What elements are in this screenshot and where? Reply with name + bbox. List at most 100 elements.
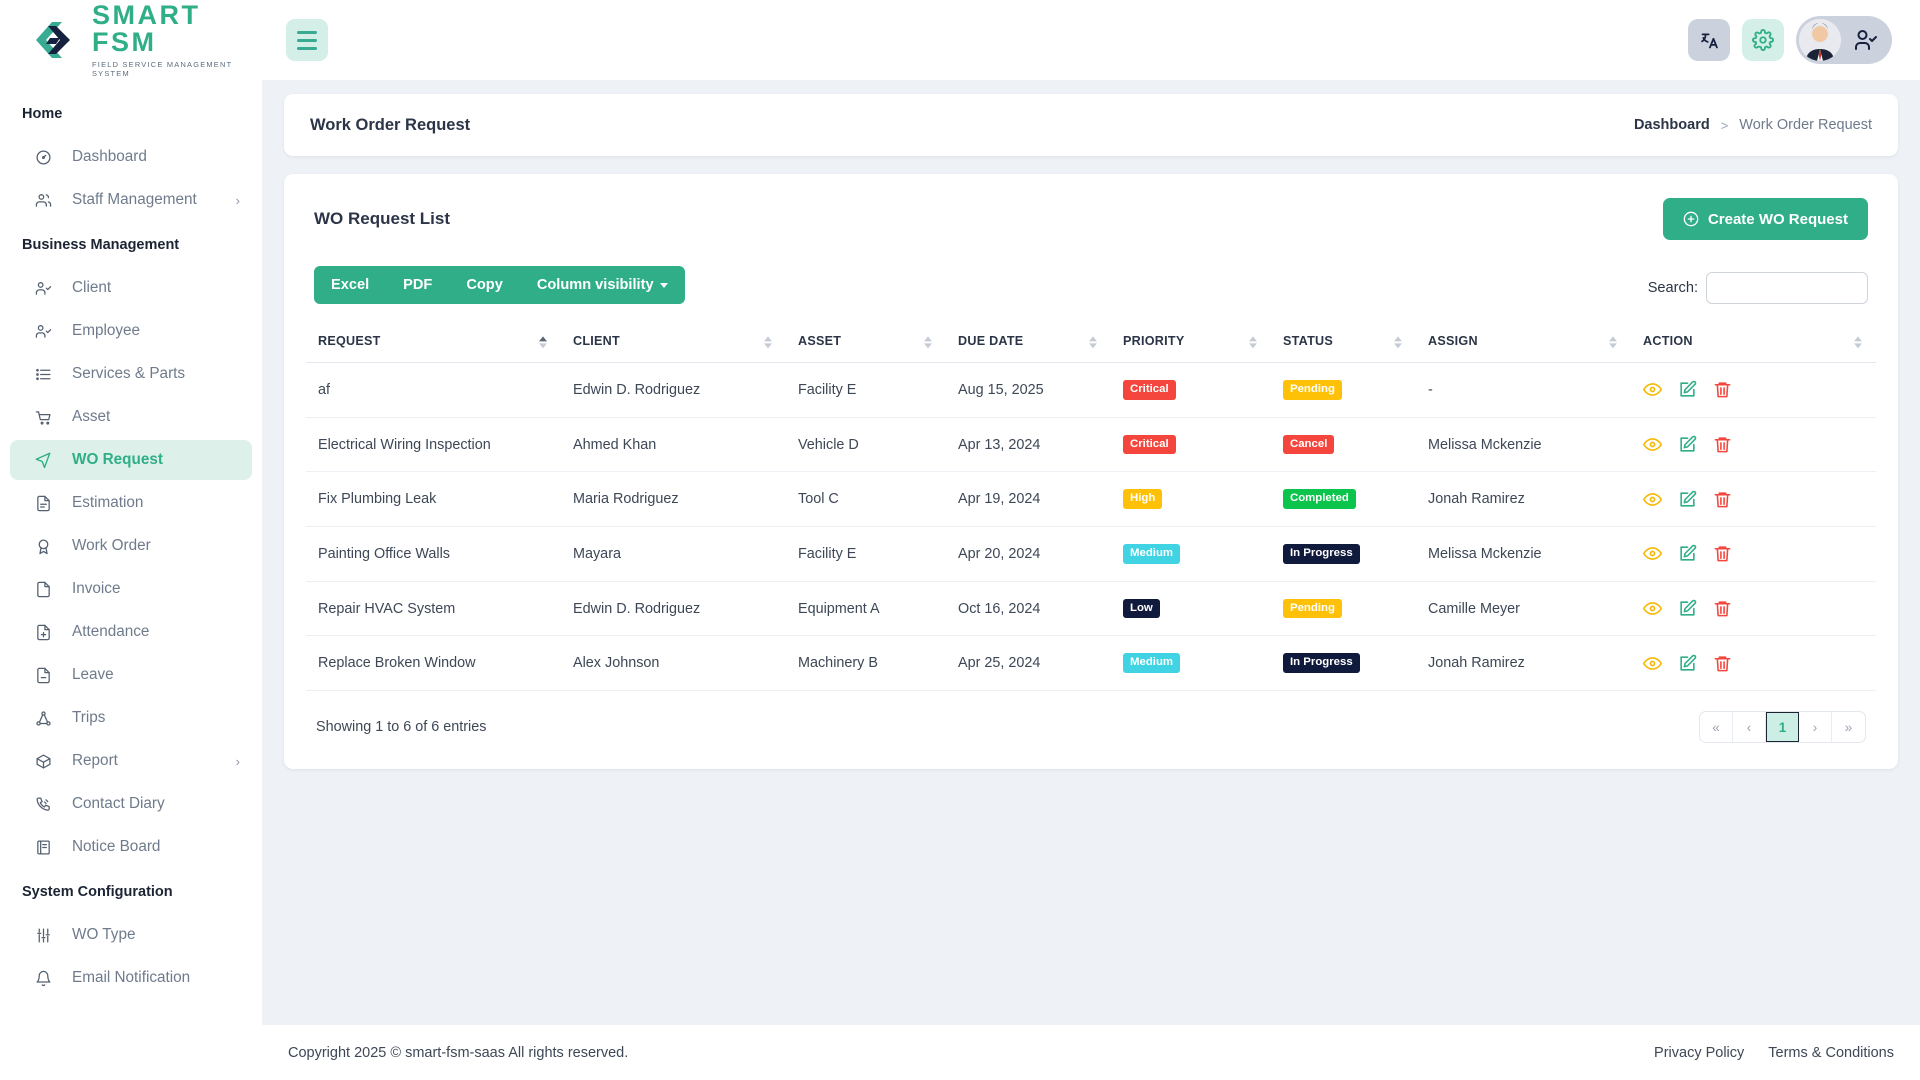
sidebar-item-label: Asset — [72, 408, 111, 425]
edit-button[interactable] — [1678, 599, 1697, 618]
phone-icon — [32, 796, 54, 813]
edit-button[interactable] — [1678, 490, 1697, 509]
brand-logo[interactable]: SMART FSM FIELD SERVICE MANAGEMENT SYSTE… — [0, 0, 262, 80]
view-button[interactable] — [1643, 599, 1662, 618]
sort-icon — [1609, 336, 1617, 349]
column-header-asset[interactable]: ASSET — [786, 324, 946, 363]
view-button[interactable] — [1643, 544, 1662, 563]
sidebar-item-notice-board[interactable]: Notice Board — [10, 827, 252, 867]
hamburger-bar — [297, 46, 317, 50]
eye-icon — [1643, 383, 1662, 397]
edit-button[interactable] — [1678, 544, 1697, 563]
view-button[interactable] — [1643, 380, 1662, 399]
delete-button[interactable] — [1713, 380, 1732, 399]
sidebar-toggle-button[interactable] — [286, 19, 328, 61]
cell-assign: Melissa Mckenzie — [1416, 417, 1631, 473]
pagination-first[interactable]: « — [1700, 712, 1733, 743]
terms-conditions-link[interactable]: Terms & Conditions — [1768, 1044, 1894, 1061]
list-header: WO Request List Create WO Request — [306, 198, 1876, 240]
column-header-client[interactable]: CLIENT — [561, 324, 786, 363]
view-button[interactable] — [1643, 490, 1662, 509]
sidebar-item-label: Staff Management — [72, 191, 197, 208]
column-label: ASSET — [798, 334, 842, 348]
delete-button[interactable] — [1713, 599, 1732, 618]
trash-icon — [1714, 656, 1731, 672]
sidebar-item-employee[interactable]: Employee — [10, 311, 252, 351]
sidebar-item-invoice[interactable]: Invoice — [10, 569, 252, 609]
sidebar-item-client[interactable]: Client — [10, 268, 252, 308]
export-excel-button[interactable]: Excel — [314, 266, 386, 304]
delete-button[interactable] — [1713, 490, 1732, 509]
sidebar-item-wo-request[interactable]: WO Request — [10, 440, 252, 480]
language-button[interactable] — [1688, 19, 1730, 61]
sidebar-item-staff-management[interactable]: Staff Management › — [10, 180, 252, 220]
pagination-prev[interactable]: ‹ — [1733, 712, 1766, 743]
column-header-due-date[interactable]: DUE DATE — [946, 324, 1111, 363]
sidebar-item-estimation[interactable]: Estimation — [10, 483, 252, 523]
sidebar-item-trips[interactable]: Trips — [10, 698, 252, 738]
sidebar-item-work-order[interactable]: Work Order — [10, 526, 252, 566]
cell-request: Electrical Wiring Inspection — [306, 417, 561, 473]
column-label: CLIENT — [573, 334, 620, 348]
cell-assign: Melissa Mckenzie — [1416, 526, 1631, 582]
sidebar-item-email-notification[interactable]: Email Notification — [10, 958, 252, 998]
export-pdf-button[interactable]: PDF — [386, 266, 449, 304]
pencil-square-icon — [1680, 435, 1697, 452]
view-button[interactable] — [1643, 654, 1662, 673]
column-header-assign[interactable]: ASSIGN — [1416, 324, 1631, 363]
sidebar-item-asset[interactable]: Asset — [10, 397, 252, 437]
cell-asset: Vehicle D — [786, 417, 946, 473]
cell-priority: Low — [1111, 581, 1271, 637]
sidebar-item-label: Attendance — [72, 623, 150, 640]
topbar-actions — [1688, 16, 1920, 64]
cell-action — [1631, 526, 1876, 582]
table-head: REQUEST CLIENT ASSET DUE DATE — [306, 324, 1876, 363]
delete-button[interactable] — [1713, 544, 1732, 563]
column-header-action[interactable]: ACTION — [1631, 324, 1876, 363]
pagination-next[interactable]: › — [1799, 712, 1832, 743]
sidebar-item-services-parts[interactable]: Services & Parts — [10, 354, 252, 394]
sidebar-item-label: Notice Board — [72, 838, 161, 855]
trash-icon — [1714, 437, 1731, 453]
copy-button[interactable]: Copy — [449, 266, 519, 304]
column-visibility-button[interactable]: Column visibility — [520, 266, 685, 304]
trash-icon — [1714, 546, 1731, 562]
pencil-square-icon — [1680, 545, 1697, 562]
sidebar-item-wo-type[interactable]: WO Type — [10, 915, 252, 955]
list-title: WO Request List — [314, 209, 451, 228]
sidebar-item-contact-diary[interactable]: Contact Diary — [10, 784, 252, 824]
column-header-request[interactable]: REQUEST — [306, 324, 561, 363]
edit-button[interactable] — [1678, 380, 1697, 399]
award-icon — [32, 538, 54, 555]
sidebar-item-label: WO Request — [72, 451, 163, 468]
user-menu[interactable] — [1796, 16, 1892, 64]
column-header-priority[interactable]: PRIORITY — [1111, 324, 1271, 363]
sidebar-section-system-configuration: System Configuration — [22, 884, 173, 900]
privacy-policy-link[interactable]: Privacy Policy — [1654, 1044, 1745, 1061]
sidebar-item-leave[interactable]: Leave — [10, 655, 252, 695]
sort-icon — [1854, 336, 1862, 349]
wo-request-list-card: WO Request List Create WO Request Excel … — [284, 174, 1898, 770]
delete-button[interactable] — [1713, 435, 1732, 454]
sidebar-item-label: Email Notification — [72, 969, 191, 986]
gear-icon — [1752, 29, 1774, 51]
view-button[interactable] — [1643, 435, 1662, 454]
create-wo-request-button[interactable]: Create WO Request — [1662, 198, 1868, 240]
edit-button[interactable] — [1678, 654, 1697, 673]
column-header-status[interactable]: STATUS — [1271, 324, 1416, 363]
cell-client: Edwin D. Rodriguez — [561, 581, 786, 637]
table-row: Replace Broken Window Alex Johnson Machine… — [306, 635, 1876, 692]
breadcrumb-dashboard[interactable]: Dashboard — [1633, 117, 1710, 133]
hamburger-bar — [297, 38, 317, 42]
delete-button[interactable] — [1713, 654, 1732, 673]
settings-button[interactable] — [1742, 19, 1784, 61]
search-input[interactable] — [1706, 272, 1868, 304]
pagination-page-1[interactable]: 1 — [1766, 712, 1799, 743]
user-check-icon — [32, 323, 54, 340]
sidebar-item-report[interactable]: Report › — [10, 741, 252, 781]
sidebar-item-dashboard[interactable]: Dashboard — [10, 137, 252, 177]
pagination-last[interactable]: » — [1844, 719, 1853, 735]
page-title: Work Order Request — [310, 115, 471, 134]
sidebar-item-attendance[interactable]: Attendance — [10, 612, 252, 652]
edit-button[interactable] — [1678, 435, 1697, 454]
